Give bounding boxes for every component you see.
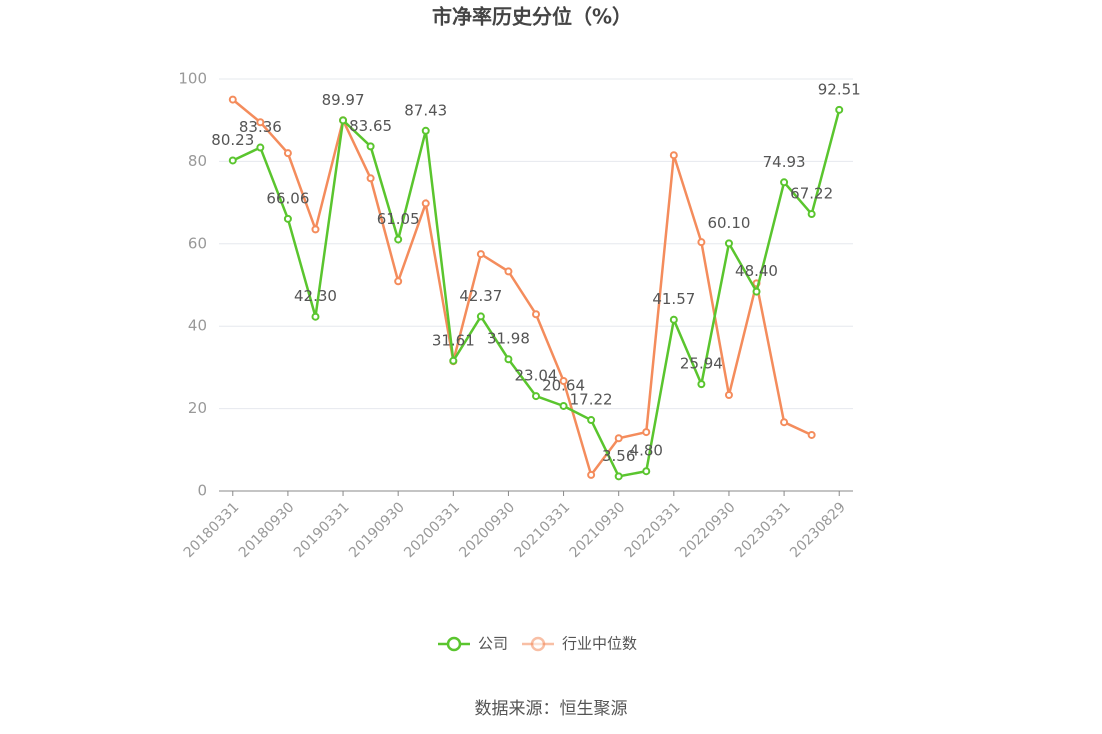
point [780, 178, 789, 187]
point [724, 391, 733, 400]
point [421, 199, 430, 208]
data-label: 42.37 [459, 287, 502, 305]
x-tick-label: 20200930 [456, 499, 518, 561]
y-tick-label: 20 [188, 399, 207, 417]
source-note: 数据来源：恒生聚源 [475, 699, 628, 719]
x-tick-label: 20230829 [787, 499, 849, 561]
point [228, 156, 237, 165]
x-tick-label: 20180930 [236, 499, 298, 561]
x-tick-label: 20220930 [677, 499, 739, 561]
point [476, 250, 485, 259]
y-tick-label: 40 [188, 317, 207, 335]
point [421, 126, 430, 135]
data-label: 87.43 [404, 101, 447, 119]
point [780, 418, 789, 427]
legend-marker [446, 636, 462, 652]
point [697, 380, 706, 389]
point [807, 430, 816, 439]
data-label: 66.06 [266, 189, 309, 207]
point [587, 416, 596, 425]
point [394, 235, 403, 244]
data-label: 83.36 [239, 118, 282, 136]
data-label: 67.22 [790, 185, 833, 203]
point [504, 355, 513, 364]
point [669, 151, 678, 160]
data-label: 20.64 [542, 376, 585, 394]
point [697, 238, 706, 247]
data-label: 48.40 [735, 262, 778, 280]
x-tick-label: 20230331 [732, 499, 794, 561]
chart-title: 市净率历史分位（%） [432, 5, 632, 29]
point [311, 312, 320, 321]
data-label: 89.97 [322, 91, 365, 109]
point [669, 315, 678, 324]
point [366, 142, 375, 151]
data-label: 83.65 [349, 117, 392, 135]
data-label: 25.94 [680, 355, 723, 373]
point [228, 95, 237, 104]
point [449, 356, 458, 365]
point [587, 470, 596, 479]
legend-label: 公司 [478, 635, 508, 653]
point [614, 434, 623, 443]
point [642, 467, 651, 476]
point [807, 210, 816, 219]
y-tick-label: 80 [188, 152, 207, 170]
x-tick-label: 20190930 [346, 499, 408, 561]
point [559, 376, 568, 385]
data-label: 4.80 [630, 442, 663, 460]
x-tick-label: 20210930 [567, 499, 629, 561]
y-tick-label: 0 [197, 482, 207, 500]
data-label: 41.57 [652, 290, 695, 308]
data-label: 3.56 [602, 447, 635, 465]
point [835, 105, 844, 114]
point [283, 214, 292, 223]
data-label: 80.23 [211, 131, 254, 149]
y-tick-label: 100 [178, 70, 207, 88]
data-label: 42.30 [294, 287, 337, 305]
point [339, 116, 348, 125]
point [283, 149, 292, 158]
point [532, 310, 540, 319]
point [311, 225, 320, 234]
data-label: 74.93 [763, 153, 806, 171]
data-label: 92.51 [818, 80, 861, 98]
x-tick-label: 20220331 [622, 499, 684, 561]
point [559, 401, 568, 410]
legend-marker [530, 636, 546, 652]
x-tick-label: 20210331 [512, 499, 574, 561]
x-tick-label: 20200331 [401, 499, 463, 561]
point [256, 118, 265, 127]
x-tick-label: 20190331 [291, 499, 353, 561]
point [476, 312, 485, 321]
point [752, 287, 761, 296]
y-tick-label: 60 [188, 234, 207, 252]
point [614, 472, 623, 481]
point [724, 239, 733, 248]
data-label: 31.61 [432, 331, 475, 349]
x-tick-label: 20180331 [181, 499, 243, 561]
point [642, 428, 651, 437]
data-label: 31.98 [487, 330, 530, 348]
point [394, 277, 403, 286]
data-label: 61.05 [377, 210, 420, 228]
data-label: 60.10 [707, 214, 750, 232]
data-label: 17.22 [570, 391, 613, 409]
data-label: 23.04 [515, 367, 558, 385]
point [532, 392, 540, 401]
legend-label: 行业中位数 [562, 635, 637, 653]
point [504, 267, 513, 276]
point [256, 143, 265, 152]
point [366, 174, 375, 183]
